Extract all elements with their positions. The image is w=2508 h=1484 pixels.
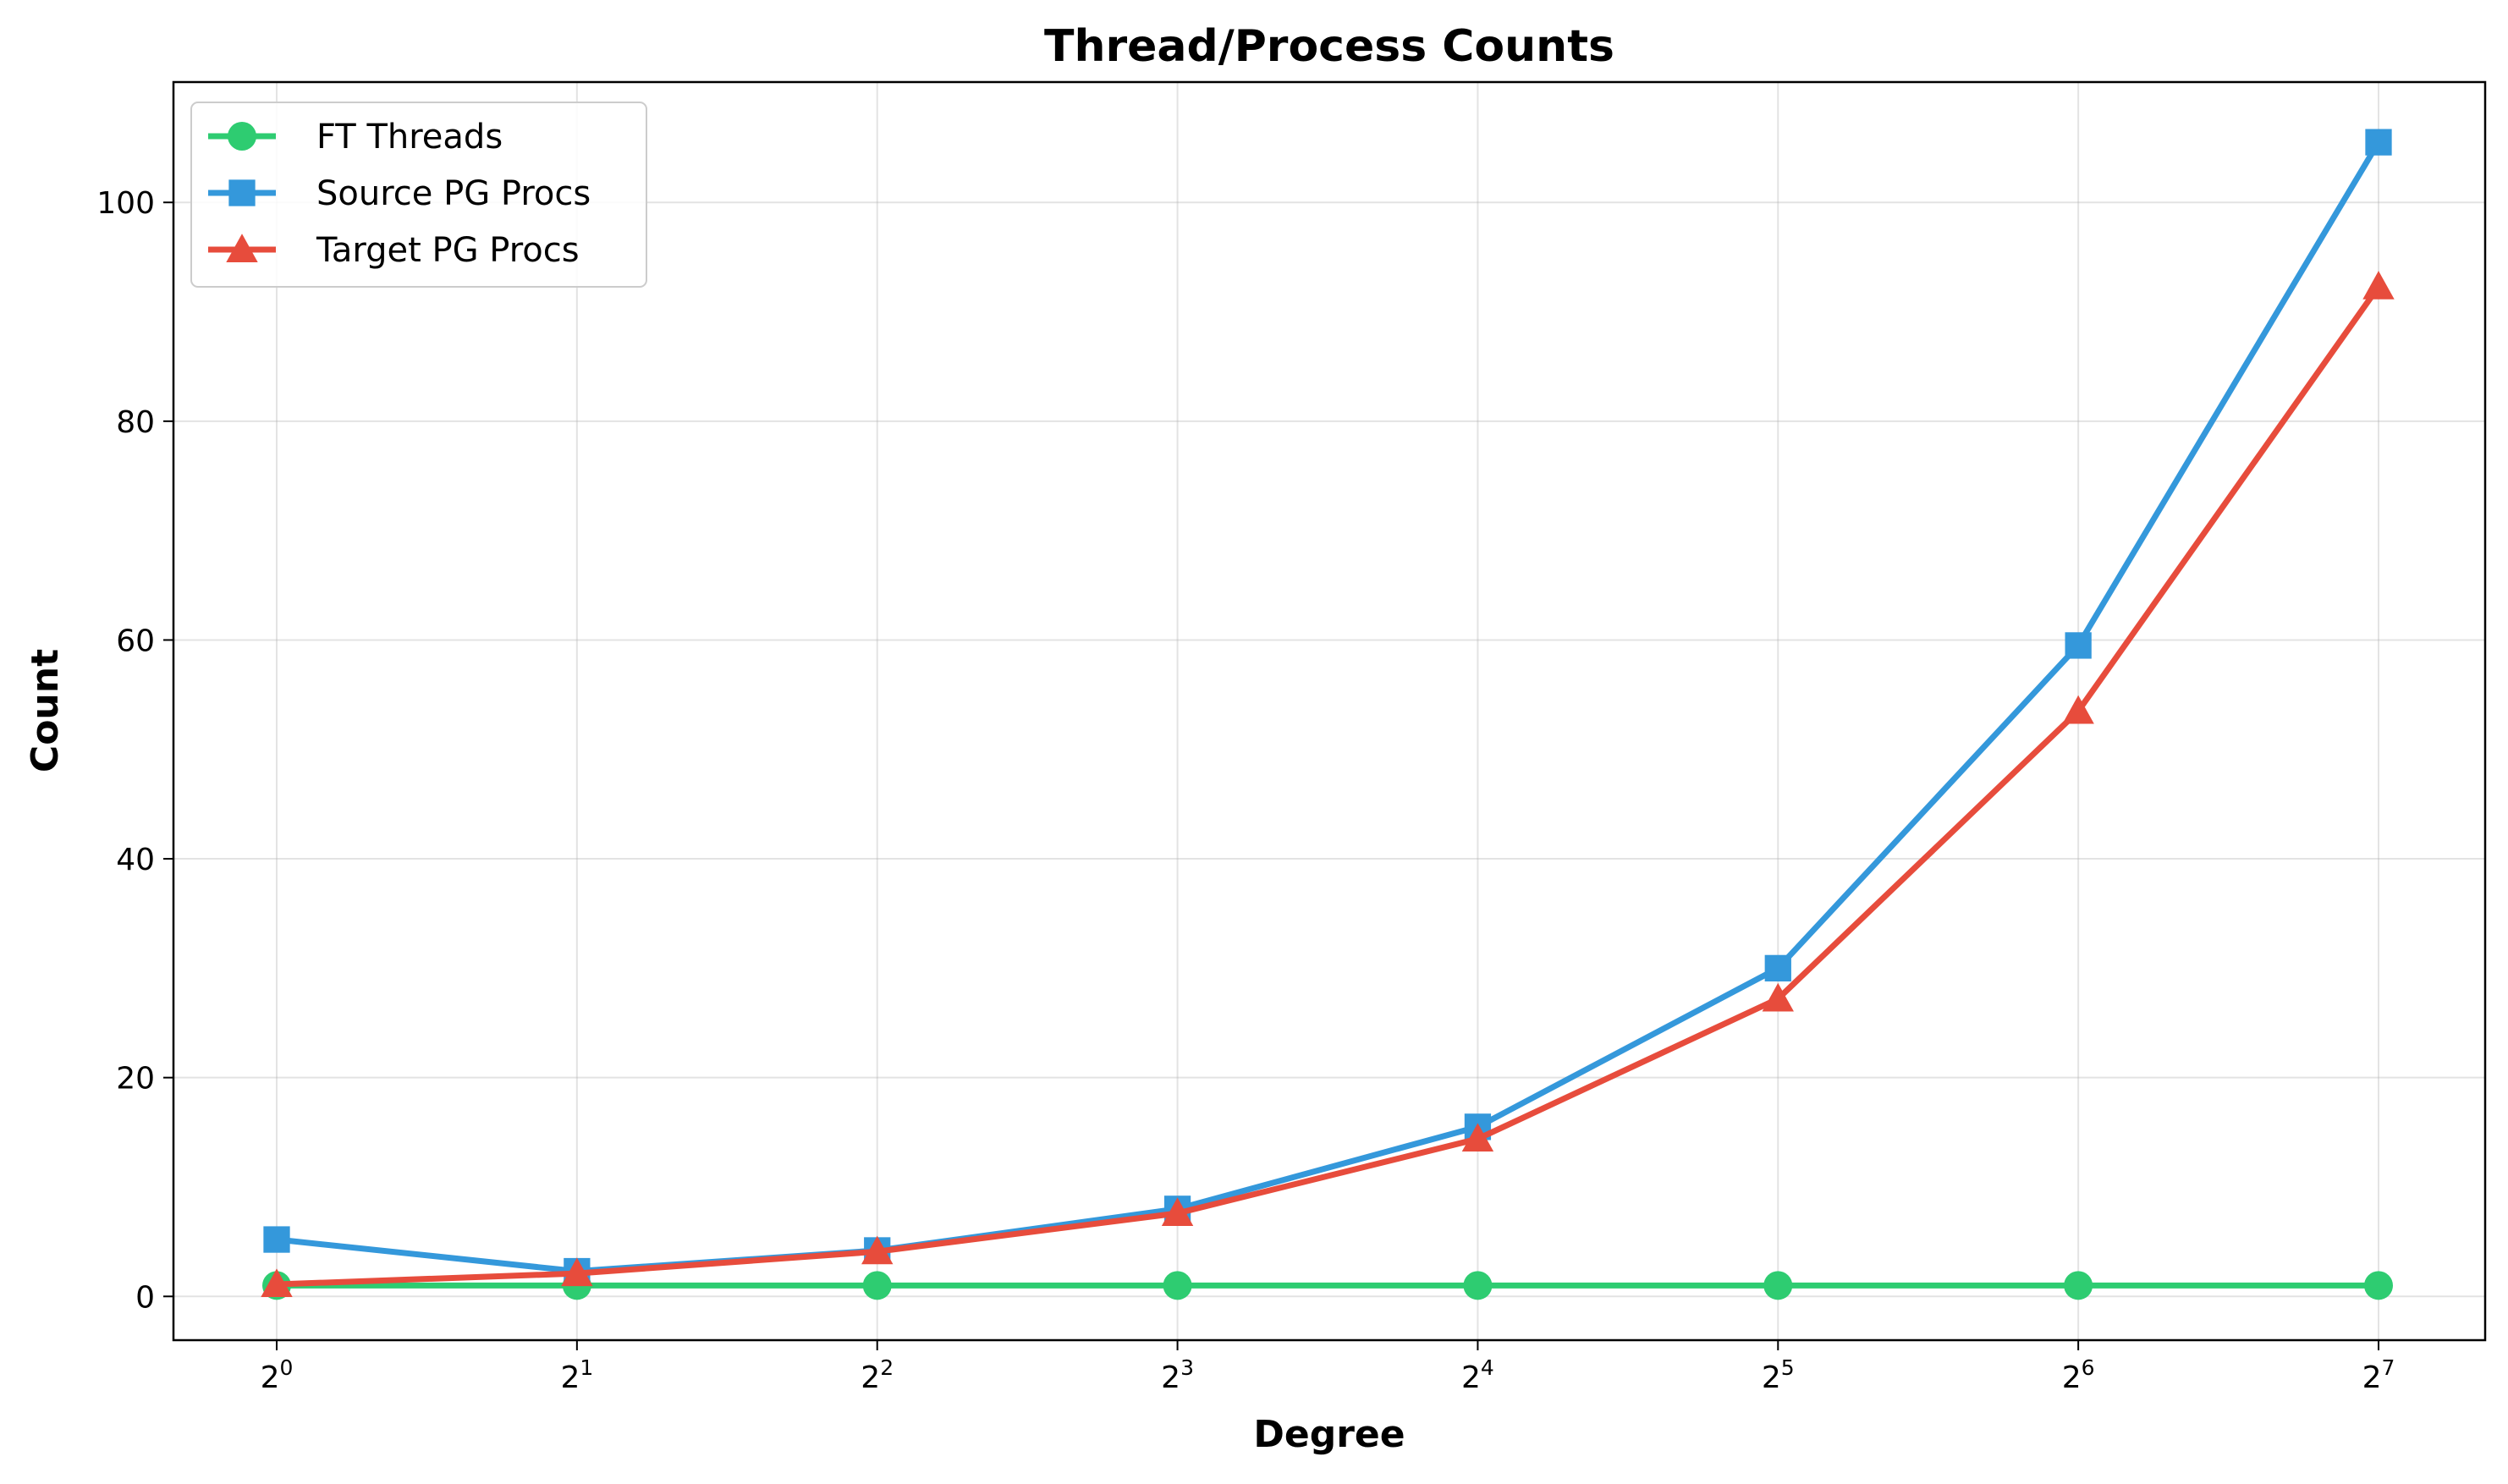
y-tick-label: 20 [116, 1062, 155, 1097]
data-point-ft-threads [862, 1271, 892, 1300]
data-point-ft-threads [1463, 1271, 1493, 1300]
data-point-target-pg-procs [2362, 271, 2395, 300]
y-tick-label: 0 [135, 1280, 155, 1315]
x-tick-label: 24 [1461, 1355, 1494, 1395]
x-tick-label: 23 [1161, 1355, 1194, 1395]
x-axis-ticks: 20 21 22 23 24 25 26 27 [261, 1340, 2395, 1395]
x-tick-label: 27 [2362, 1355, 2395, 1395]
x-tick-label: 22 [861, 1355, 894, 1395]
y-axis-label: Count [24, 649, 67, 772]
x-tick-label: 20 [261, 1355, 294, 1395]
y-tick-label: 40 [116, 843, 155, 877]
legend-marker-target-pg-procs [226, 234, 258, 262]
data-point-ft-threads [1763, 1271, 1793, 1300]
data-point-target-pg-procs [261, 1268, 293, 1298]
x-axis-label: Degree [1253, 1413, 1405, 1456]
series-line-target-pg-procs [273, 283, 2382, 1288]
series-layer [261, 129, 2395, 1300]
y-tick-label: 80 [116, 405, 155, 440]
plot-area-frame [172, 80, 2487, 1342]
chart-title: Thread/Process Counts [1044, 21, 1614, 72]
x-tick-label: 26 [2062, 1355, 2095, 1395]
data-point-target-pg-procs [861, 1235, 894, 1265]
x-tick-label: 21 [560, 1355, 593, 1395]
data-point-ft-threads [2064, 1271, 2093, 1300]
data-point-ft-threads [2363, 1271, 2393, 1300]
data-point-target-pg-procs [1762, 982, 1794, 1012]
legend-label-source-pg-procs: Source PG Procs [316, 174, 591, 213]
legend-item-target-pg-procs: Target PG Procs [208, 231, 580, 270]
legend-box [190, 102, 647, 288]
data-point-source-pg-procs [2365, 129, 2392, 156]
legend-marker-ft-threads [228, 122, 256, 151]
legend-label-ft-threads: FT Threads [316, 118, 503, 157]
legend-marker-source-pg-procs [228, 179, 256, 206]
data-point-target-pg-procs [1161, 1197, 1194, 1226]
legend: FT Threads Source PG Procs Target PG Procs [190, 102, 647, 288]
data-point-source-pg-procs [263, 1226, 290, 1253]
data-point-target-pg-procs [1461, 1123, 1494, 1152]
data-point-source-pg-procs [2065, 632, 2092, 659]
series-ft-threads [262, 1271, 2393, 1300]
legend-item-ft-threads: FT Threads [208, 118, 503, 157]
legend-label-target-pg-procs: Target PG Procs [316, 231, 580, 270]
y-tick-label: 60 [116, 624, 155, 658]
y-axis-ticks: 0 20 40 60 80 100 [96, 186, 173, 1315]
x-tick-label: 25 [1762, 1355, 1795, 1395]
series-target-pg-procs [261, 271, 2395, 1298]
data-point-ft-threads [1163, 1271, 1192, 1300]
legend-item-source-pg-procs: Source PG Procs [208, 174, 591, 213]
data-point-target-pg-procs [2062, 695, 2094, 724]
data-point-source-pg-procs [1764, 954, 1791, 982]
data-point-target-pg-procs [561, 1257, 593, 1287]
y-tick-label: 100 [96, 186, 155, 221]
